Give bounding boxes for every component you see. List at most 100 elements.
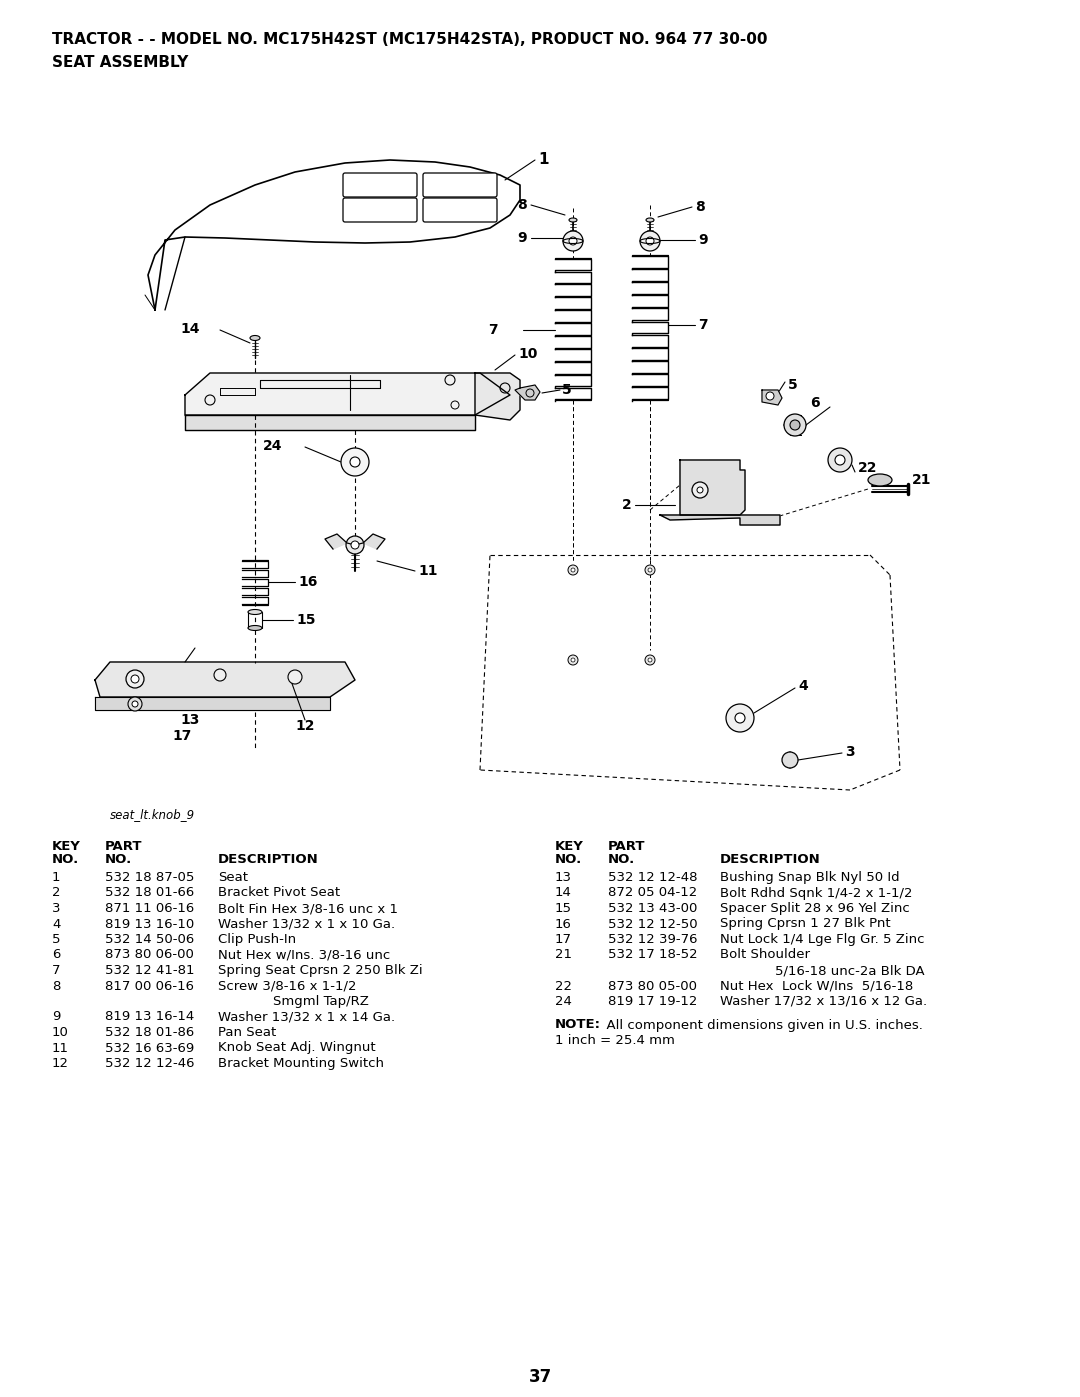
Ellipse shape <box>569 218 577 222</box>
Text: PART: PART <box>608 840 646 854</box>
Text: 1: 1 <box>538 152 549 168</box>
Text: SEAT ASSEMBLY: SEAT ASSEMBLY <box>52 54 188 70</box>
Polygon shape <box>680 460 745 515</box>
Circle shape <box>646 237 654 244</box>
Circle shape <box>129 697 141 711</box>
Circle shape <box>568 564 578 576</box>
Circle shape <box>766 393 774 400</box>
Text: 5/16-18 unc-2a Blk DA: 5/16-18 unc-2a Blk DA <box>775 964 924 977</box>
Circle shape <box>697 488 703 493</box>
Text: Spacer Split 28 x 96 Yel Zinc: Spacer Split 28 x 96 Yel Zinc <box>720 902 909 915</box>
Ellipse shape <box>249 335 260 341</box>
Text: Nut Lock 1/4 Lge Flg Gr. 5 Zinc: Nut Lock 1/4 Lge Flg Gr. 5 Zinc <box>720 933 924 946</box>
Text: 17: 17 <box>172 729 191 743</box>
Text: 7: 7 <box>698 319 707 332</box>
Text: 11: 11 <box>52 1042 69 1055</box>
Text: NO.: NO. <box>105 854 132 866</box>
Circle shape <box>692 482 708 497</box>
Text: 24: 24 <box>555 995 572 1009</box>
Circle shape <box>645 564 654 576</box>
Circle shape <box>350 457 360 467</box>
Text: 16: 16 <box>298 576 318 590</box>
Circle shape <box>132 701 138 707</box>
Text: 13: 13 <box>555 870 572 884</box>
Circle shape <box>568 655 578 665</box>
Text: 8: 8 <box>696 200 705 214</box>
FancyBboxPatch shape <box>343 173 417 197</box>
Text: 9: 9 <box>52 1010 60 1024</box>
Text: seat_lt.knob_9: seat_lt.knob_9 <box>110 807 195 821</box>
Text: Bolt Fin Hex 3/8-16 unc x 1: Bolt Fin Hex 3/8-16 unc x 1 <box>218 902 399 915</box>
Text: 12: 12 <box>295 719 314 733</box>
Text: 21: 21 <box>555 949 572 961</box>
Circle shape <box>735 712 745 724</box>
Text: 5: 5 <box>52 933 60 946</box>
Ellipse shape <box>248 626 262 630</box>
FancyBboxPatch shape <box>343 198 417 222</box>
Circle shape <box>645 655 654 665</box>
Polygon shape <box>148 161 519 310</box>
Circle shape <box>351 541 359 549</box>
Text: KEY: KEY <box>555 840 584 854</box>
FancyBboxPatch shape <box>423 173 497 197</box>
Circle shape <box>288 671 302 685</box>
Text: Spring Seat Cprsn 2 250 Blk Zi: Spring Seat Cprsn 2 250 Blk Zi <box>218 964 422 977</box>
Text: 11: 11 <box>418 564 437 578</box>
Ellipse shape <box>248 609 262 615</box>
Text: TRACTOR - - MODEL NO. MC175H42ST (MC175H42STA), PRODUCT NO. 964 77 30-00: TRACTOR - - MODEL NO. MC175H42ST (MC175H… <box>52 32 768 47</box>
Text: KEY: KEY <box>52 840 81 854</box>
Text: 6: 6 <box>810 395 820 409</box>
Text: DESCRIPTION: DESCRIPTION <box>720 854 821 866</box>
Text: 532 17 18-52: 532 17 18-52 <box>608 949 698 961</box>
Polygon shape <box>475 373 519 420</box>
Text: Bolt Rdhd Sqnk 1/4-2 x 1-1/2: Bolt Rdhd Sqnk 1/4-2 x 1-1/2 <box>720 887 913 900</box>
Text: PART: PART <box>105 840 143 854</box>
Text: 3: 3 <box>845 745 854 759</box>
Text: Spring Cprsn 1 27 Blk Pnt: Spring Cprsn 1 27 Blk Pnt <box>720 918 891 930</box>
Text: 532 18 01-66: 532 18 01-66 <box>105 887 194 900</box>
Circle shape <box>131 675 139 683</box>
Circle shape <box>648 569 652 571</box>
Text: 12: 12 <box>52 1058 69 1070</box>
Circle shape <box>828 448 852 472</box>
Text: 37: 37 <box>528 1368 552 1386</box>
Text: 4: 4 <box>798 679 808 693</box>
Text: 13: 13 <box>180 712 200 726</box>
Text: NO.: NO. <box>555 854 582 866</box>
Text: 819 13 16-10: 819 13 16-10 <box>105 918 194 930</box>
Text: 24: 24 <box>264 439 283 453</box>
Text: 819 13 16-14: 819 13 16-14 <box>105 1010 194 1024</box>
Text: 14: 14 <box>555 887 572 900</box>
Text: Bolt Shoulder: Bolt Shoulder <box>720 949 810 961</box>
Circle shape <box>341 448 369 476</box>
Text: 14: 14 <box>180 321 200 337</box>
Polygon shape <box>185 415 475 430</box>
Circle shape <box>571 569 575 571</box>
Text: 8: 8 <box>517 198 527 212</box>
Circle shape <box>126 671 144 687</box>
Circle shape <box>835 455 845 465</box>
Ellipse shape <box>868 474 892 486</box>
Text: 2: 2 <box>52 887 60 900</box>
Text: 4: 4 <box>52 918 60 930</box>
Text: Washer 13/32 x 1 x 14 Ga.: Washer 13/32 x 1 x 14 Ga. <box>218 1010 395 1024</box>
Text: Seat: Seat <box>218 870 248 884</box>
FancyBboxPatch shape <box>423 198 497 222</box>
Text: 9: 9 <box>517 231 527 244</box>
Text: 3: 3 <box>52 902 60 915</box>
Text: Washer 13/32 x 1 x 10 Ga.: Washer 13/32 x 1 x 10 Ga. <box>218 918 395 930</box>
Circle shape <box>563 231 583 251</box>
Circle shape <box>648 658 652 662</box>
Text: 8: 8 <box>52 979 60 992</box>
Text: 532 16 63-69: 532 16 63-69 <box>105 1042 194 1055</box>
Text: 16: 16 <box>555 918 572 930</box>
Text: 21: 21 <box>912 474 931 488</box>
Text: 532 12 12-50: 532 12 12-50 <box>608 918 698 930</box>
Circle shape <box>640 231 660 251</box>
Text: 873 80 06-00: 873 80 06-00 <box>105 949 194 961</box>
Text: 532 12 39-76: 532 12 39-76 <box>608 933 698 946</box>
Text: 10: 10 <box>518 346 538 360</box>
Text: 15: 15 <box>296 613 315 627</box>
Text: Nut Hex w/Ins. 3/8-16 unc: Nut Hex w/Ins. 3/8-16 unc <box>218 949 390 961</box>
Text: 532 18 01-86: 532 18 01-86 <box>105 1025 194 1039</box>
